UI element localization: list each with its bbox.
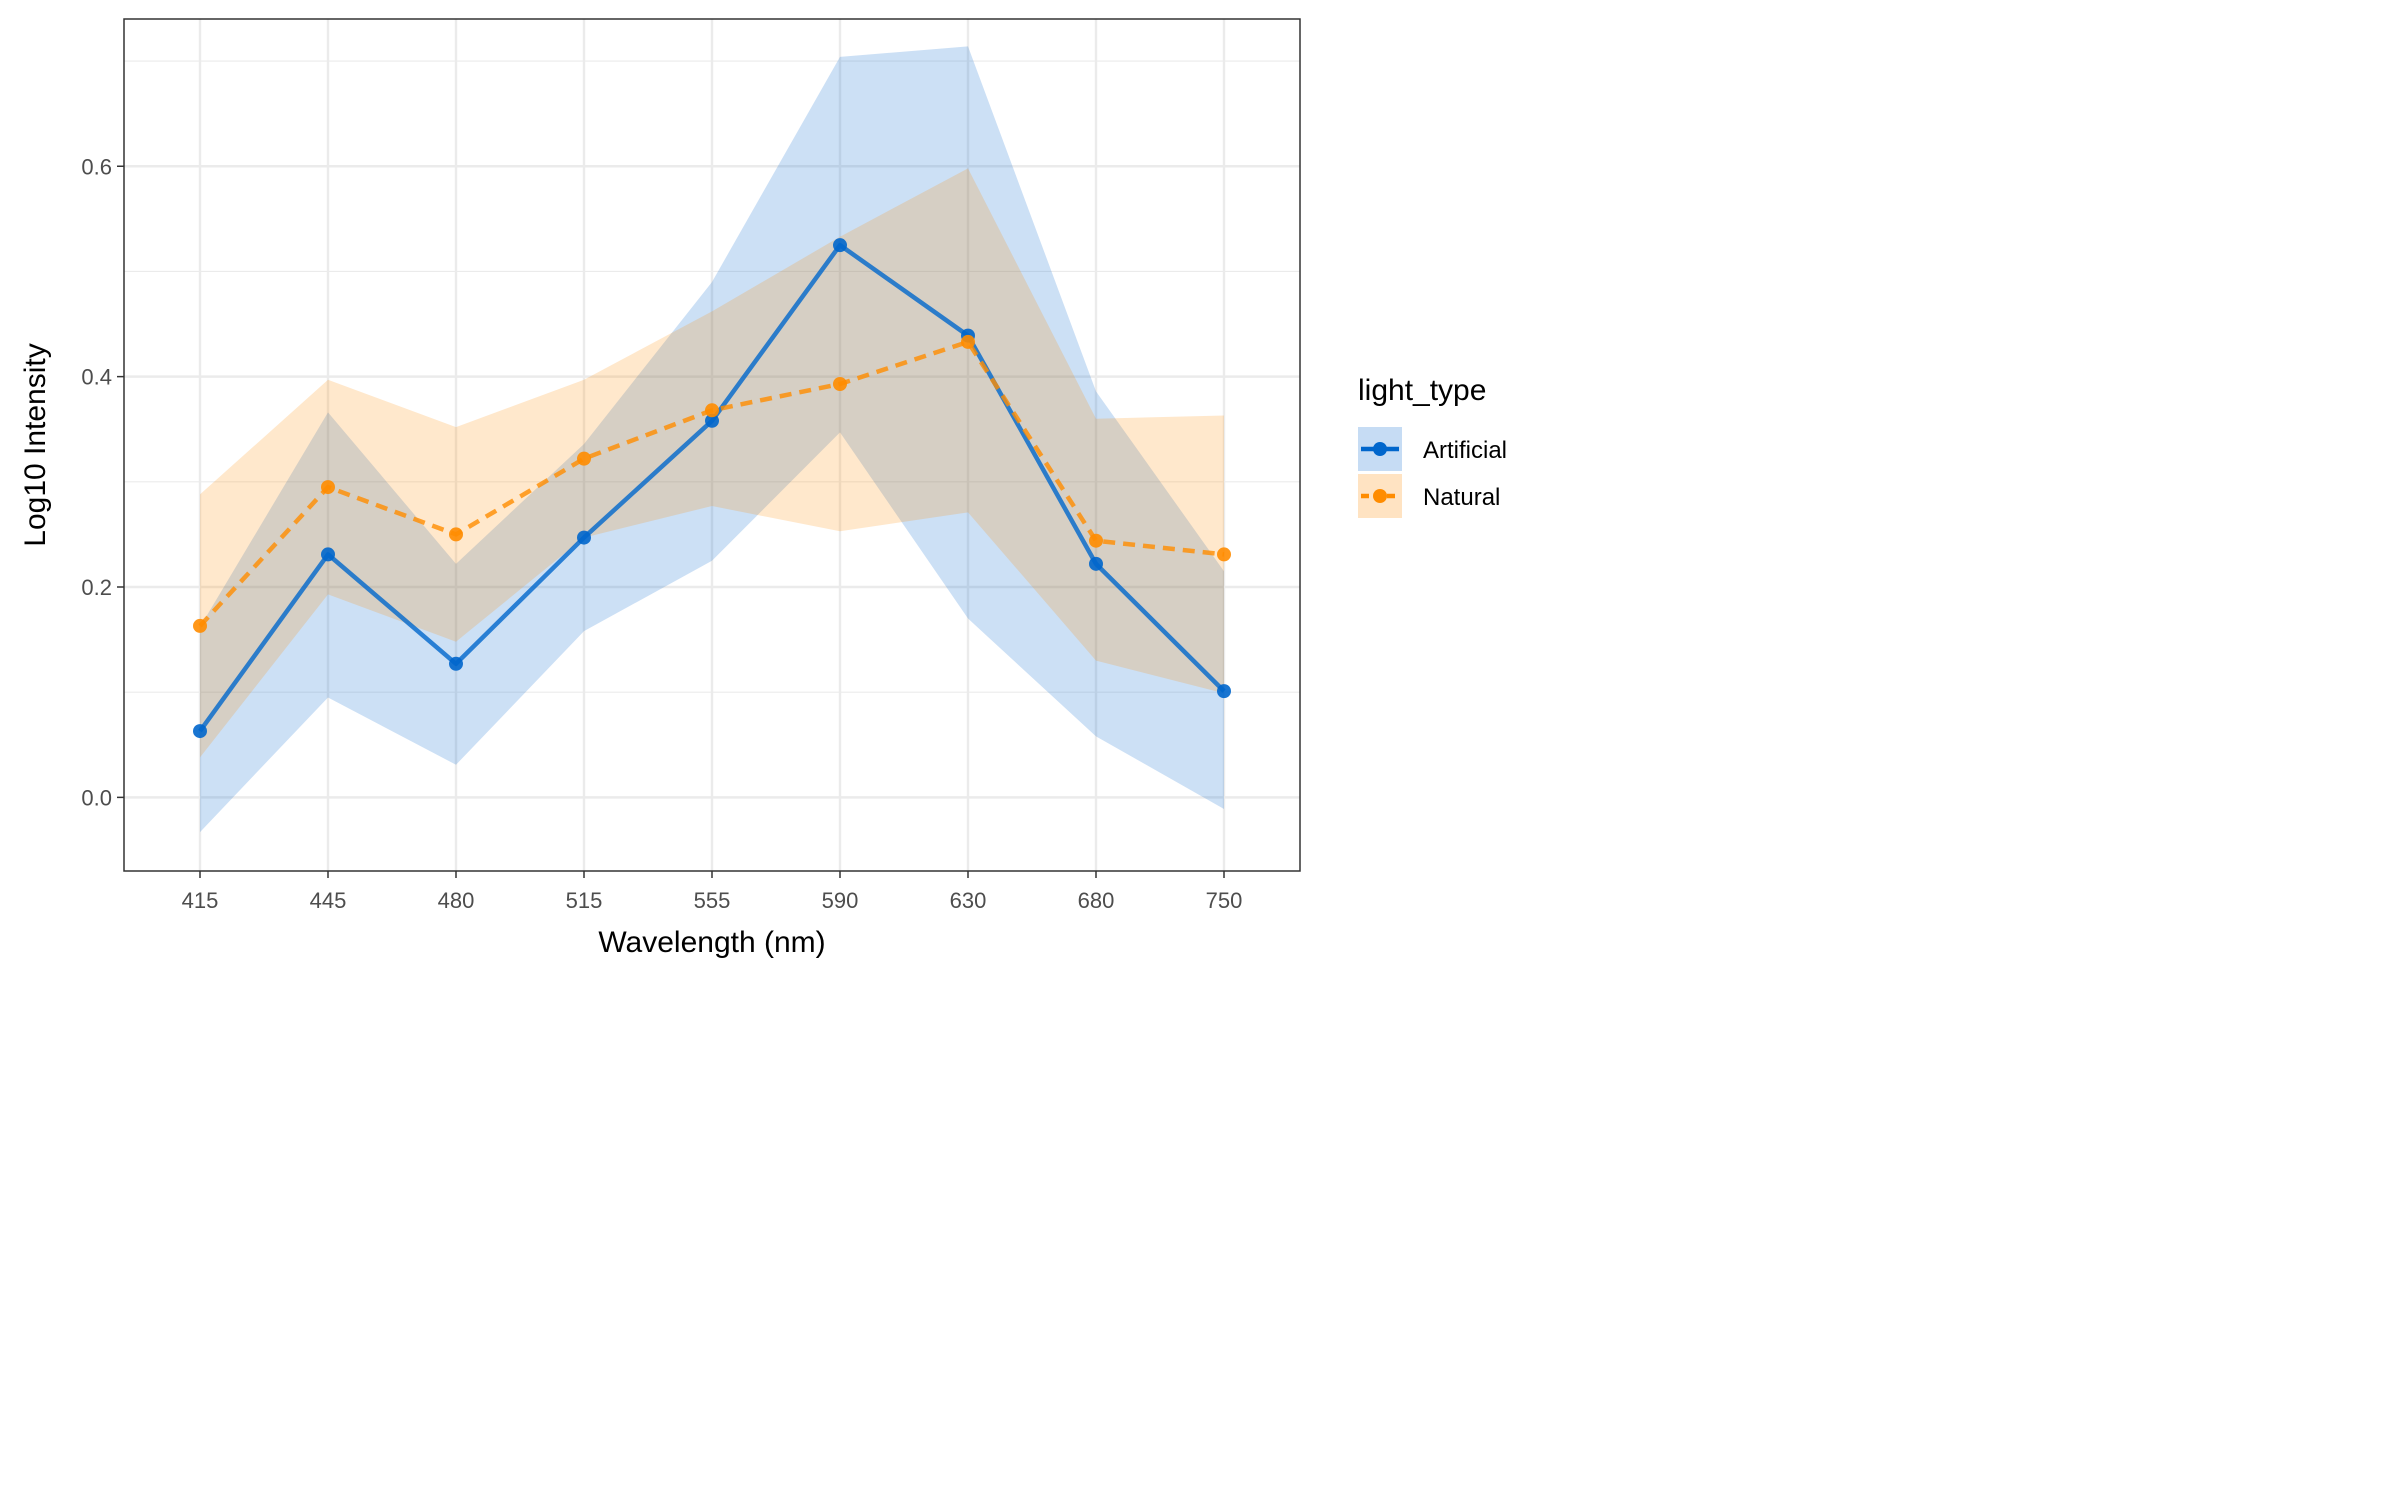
data-point-natural [321, 480, 335, 495]
x-tick-label: 480 [438, 888, 475, 913]
data-point-natural [449, 527, 463, 542]
data-point-artificial [833, 238, 847, 253]
ribbon-artificial [200, 46, 1224, 833]
data-point-artificial [193, 724, 207, 739]
data-point-artificial [705, 413, 719, 428]
data-point-artificial [1217, 684, 1231, 699]
y-tick-label: 0.2 [81, 575, 112, 600]
data-point-natural [833, 376, 847, 391]
data-point-natural [1217, 547, 1231, 562]
y-axis-title: Log10 Intensity [19, 343, 52, 546]
legend-key-point [1373, 489, 1387, 503]
data-point-artificial [449, 656, 463, 671]
x-tick-label: 445 [310, 888, 347, 913]
legend-items: Artificial Natural [1358, 427, 1507, 518]
data-point-natural [705, 403, 719, 418]
ribbon-natural [200, 168, 1224, 758]
y-tick-label: 0.0 [81, 785, 112, 810]
data-point-natural [193, 618, 207, 633]
data-point-natural [577, 451, 591, 466]
axes: 0.0 0.2 0.4 0.6 415 445 480 515 555 590 630 680 750 [81, 154, 1242, 913]
chart: 0.0 0.2 0.4 0.6 415 445 480 515 555 590 630 680 750 … [0, 0, 1546, 966]
x-tick-label: 630 [950, 888, 987, 913]
data-point-artificial [1089, 556, 1103, 571]
series-points [193, 238, 1231, 739]
confidence-ribbons [200, 46, 1224, 833]
legend-label: Natural [1423, 484, 1500, 511]
x-tick-label: 515 [566, 888, 603, 913]
x-tick-label: 555 [694, 888, 731, 913]
data-point-natural [961, 334, 975, 349]
x-tick-label: 590 [822, 888, 859, 913]
legend-label: Artificial [1423, 437, 1507, 464]
grid-lines [124, 19, 1300, 871]
legend: light_type Artificial Natural [1358, 374, 1507, 518]
y-tick-label: 0.4 [81, 365, 112, 390]
x-axis-title: Wavelength (nm) [598, 926, 825, 959]
x-tick-label: 415 [182, 888, 219, 913]
legend-key-point [1373, 442, 1387, 456]
x-tick-label: 680 [1078, 888, 1115, 913]
x-tick-label: 750 [1206, 888, 1243, 913]
legend-title: light_type [1358, 374, 1486, 407]
data-point-natural [1089, 533, 1103, 548]
data-point-artificial [577, 530, 591, 545]
y-tick-label: 0.6 [81, 154, 112, 179]
data-point-artificial [321, 547, 335, 562]
